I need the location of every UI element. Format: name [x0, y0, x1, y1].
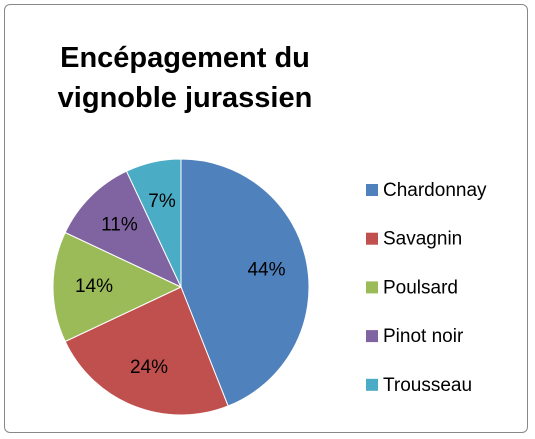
legend-swatch [366, 330, 378, 343]
legend-label: Savagnin [383, 229, 462, 250]
pie-slice [52, 231, 183, 343]
data-label: 14% [75, 276, 113, 297]
pie-slice [64, 286, 229, 416]
legend-label: Pinot noir [383, 326, 464, 347]
data-label: 11% [101, 214, 138, 235]
legend-swatch [366, 232, 378, 245]
legend-label: Trousseau [383, 375, 472, 396]
data-label: 24% [130, 357, 168, 378]
chart-border [4, 4, 528, 433]
chart-title: Encépagement du vignoble jurassien [57, 42, 313, 114]
data-label: 7% [148, 191, 176, 212]
pie-slice [180, 158, 310, 407]
data-label: 44% [247, 260, 285, 281]
legend-label: Poulsard [383, 277, 458, 298]
legend-swatch [366, 378, 378, 391]
legend-swatch [366, 184, 378, 196]
legend-swatch [366, 281, 378, 294]
pie-slice [64, 170, 183, 289]
legend-label: Chardonnay [383, 180, 487, 201]
pie-slice [125, 158, 182, 288]
